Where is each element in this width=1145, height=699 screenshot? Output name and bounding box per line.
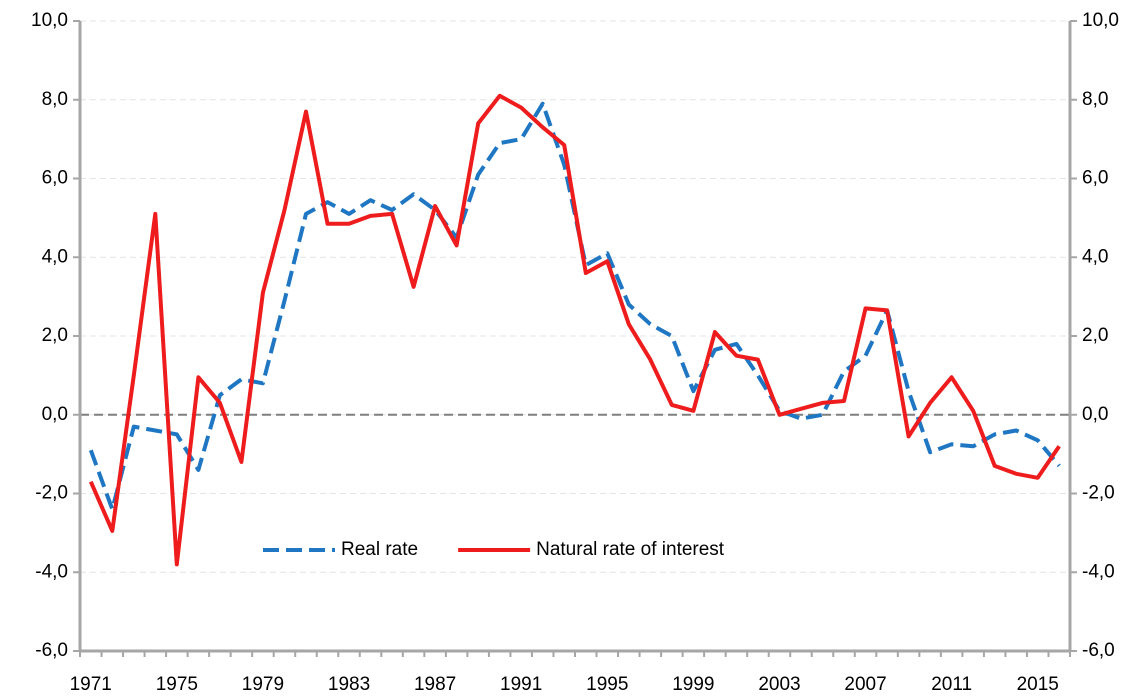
y2-tick-label: 2,0 [1082, 325, 1108, 346]
x-tick-label: 1987 [414, 674, 456, 695]
x-tick-label: 1971 [70, 674, 112, 695]
y-tick-label: -4,0 [35, 561, 68, 582]
x-tick-label: 2007 [844, 674, 886, 695]
y2-tick-label: 10,0 [1082, 10, 1119, 31]
x-tick-label: 1975 [156, 674, 198, 695]
y2-tick-label: -2,0 [1082, 483, 1115, 504]
y2-tick-label: 0,0 [1082, 404, 1108, 425]
y-tick-label: -6,0 [35, 640, 68, 661]
legend-label: Natural rate of interest [536, 539, 725, 560]
y2-tick-label: 6,0 [1082, 168, 1108, 189]
y-tick-label: 0,0 [42, 404, 68, 425]
x-tick-label: 2003 [758, 674, 800, 695]
legend-label: Real rate [341, 539, 418, 560]
y-tick-label: 4,0 [42, 246, 68, 267]
y2-tick-label: -6,0 [1082, 640, 1115, 661]
y-tick-label: -2,0 [35, 483, 68, 504]
x-tick-label: 1983 [328, 674, 370, 695]
y-tick-label: 6,0 [42, 168, 68, 189]
y-tick-label: 2,0 [42, 325, 68, 346]
x-tick-label: 2011 [931, 674, 972, 695]
x-tick-label: 1999 [672, 674, 714, 695]
x-tick-label: 2015 [1017, 674, 1059, 695]
y2-tick-label: -4,0 [1082, 561, 1115, 582]
series-line [88, 93, 1061, 567]
y2-tick-label: 4,0 [1082, 246, 1108, 267]
y-tick-label: 8,0 [42, 89, 68, 110]
y2-tick-label: 8,0 [1082, 89, 1108, 110]
y-tick-label: 10,0 [31, 10, 68, 31]
x-tick-label: 1979 [242, 674, 284, 695]
x-tick-label: 1995 [586, 674, 628, 695]
x-tick-label: 1991 [500, 674, 542, 695]
